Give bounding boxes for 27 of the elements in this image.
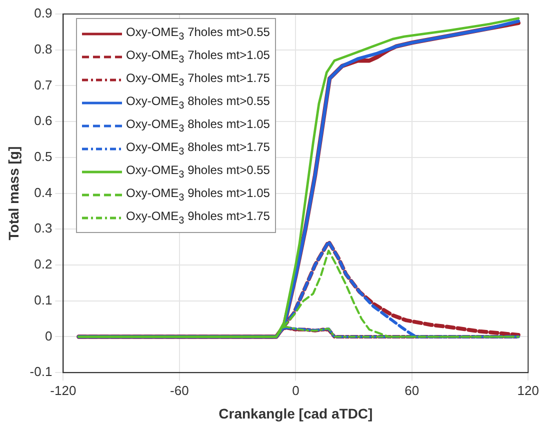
legend-label: Oxy-OME$_{3}$ 9holes mt>1.05 [126,186,270,204]
y-tick-label: 0.6 [34,113,52,128]
legend-label: Oxy-OME$_{3}$ 8holes mt>0.55 [126,94,270,112]
x-tick-label: 120 [517,382,540,398]
legend-label: Oxy-OME$_{3}$ 7holes mt>0.55 [126,24,270,42]
y-tick-label: 0.5 [34,149,52,164]
legend-label: Oxy-OME$_{3}$ 9holes mt>0.55 [126,162,270,180]
y-tick-label: 0.3 [34,220,52,236]
x-tick-label: 60 [404,382,420,398]
x-tick-label: -60 [170,382,189,398]
y-tick-label: 0.4 [34,184,52,200]
legend-label: Oxy-OME$_{3}$ 8holes mt>1.05 [126,116,270,134]
legend-label: Oxy-OME$_{3}$ 7holes mt>1.05 [126,48,270,66]
y-axis-title: Total mass [g] [5,146,22,240]
y-tick-label: -0.1 [30,364,52,380]
y-tick-label: 0.9 [34,6,52,21]
y-tick-label: 0.7 [34,77,52,92]
legend-label: Oxy-OME$_{3}$ 9holes mt>1.75 [126,208,270,226]
x-tick-label: -120 [50,382,76,398]
x-tick-label: 0 [292,382,300,398]
legend-label: Oxy-OME$_{3}$ 7holes mt>1.75 [126,70,270,88]
y-tick-label: 0.2 [34,256,52,272]
legend-label: Oxy-OME$_{3}$ 8holes mt>1.75 [126,140,270,158]
y-tick-label: 0 [44,328,52,344]
x-axis-title: Crankangle [cad aTDC] [218,405,373,422]
y-tick-label: 0.8 [34,41,52,56]
y-tick-label: 0.1 [34,292,52,308]
